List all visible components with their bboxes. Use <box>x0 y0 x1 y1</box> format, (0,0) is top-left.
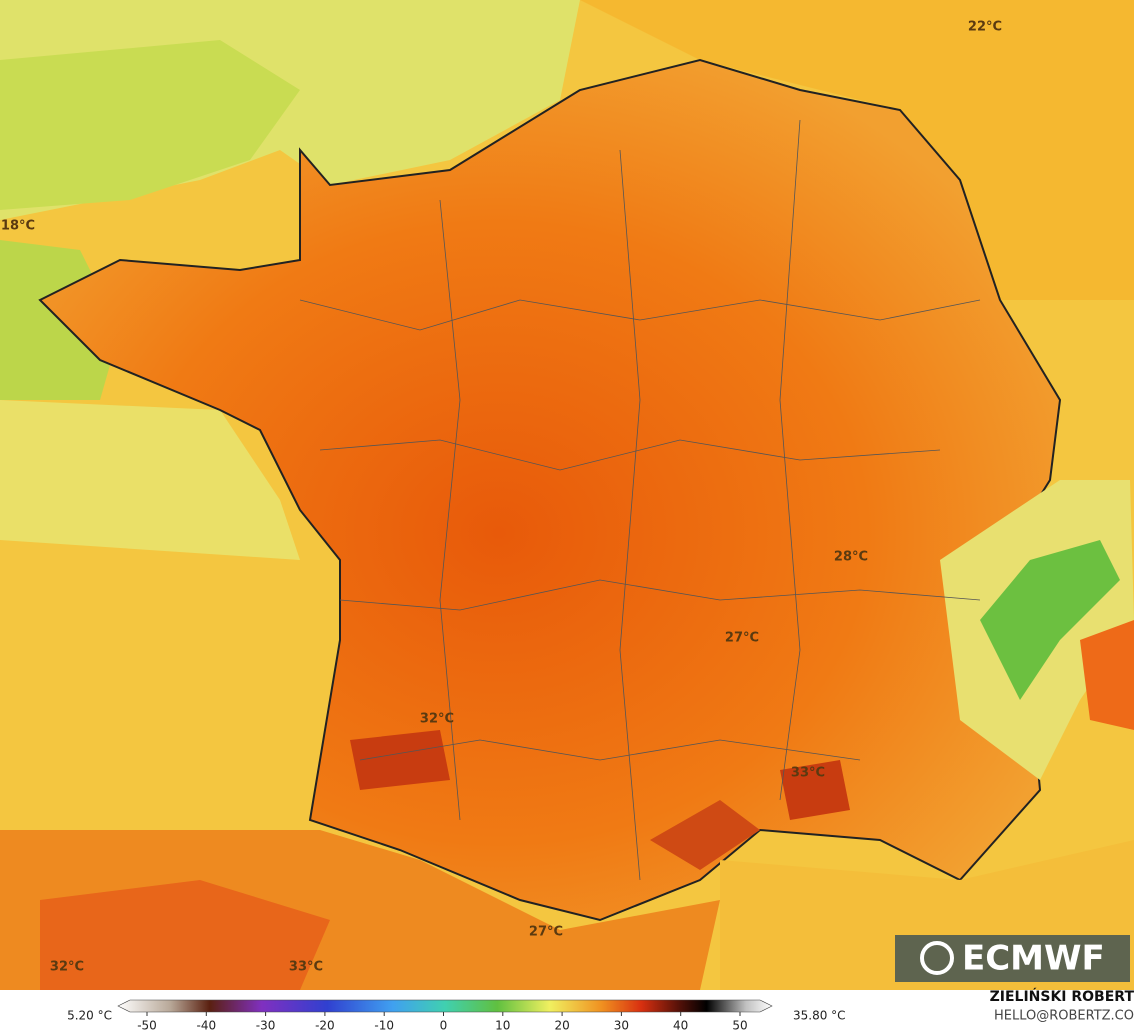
colorbar-tick-label: -50 <box>137 1019 157 1033</box>
temperature-label: 27°C <box>725 631 759 646</box>
colorbar-tick-label: 10 <box>495 1019 510 1033</box>
temperature-label: 18°C <box>1 219 35 234</box>
temperature-label: 28°C <box>834 550 868 565</box>
logo: ECMWF <box>962 939 1105 979</box>
temperature-label: 27°C <box>529 925 563 940</box>
colorbar-tick-label: 30 <box>614 1019 629 1033</box>
borders <box>299 119 981 881</box>
temperature-labels: 22°C 18°C 28°C 27°C 32°C 33°C 27°C 32°C 33°C <box>1 20 1002 975</box>
colorbar-tick-label: 40 <box>673 1019 688 1033</box>
temperature-label: 33°C <box>791 766 825 781</box>
credit-contact: HELLO@ROBERTZ.CO <box>994 1009 1134 1024</box>
temperature-label: 33°C <box>289 960 323 975</box>
colorbar-tick-label: -40 <box>196 1019 216 1033</box>
temperature-label: 32°C <box>50 960 84 975</box>
colorbar-min: 5.20 °C <box>67 1009 112 1023</box>
temperature-label: 22°C <box>968 20 1002 35</box>
credit-name: ZIELIŃSKI ROBERT <box>990 987 1134 1005</box>
colorbar-ticks: -50 -40 -30 -20 -10 0 10 20 30 40 50 <box>137 1012 748 1033</box>
temperature-label: 32°C <box>420 712 454 727</box>
colorbar-tick-label: 50 <box>732 1019 747 1033</box>
colorbar-tick-label: -30 <box>256 1019 276 1033</box>
map-field <box>0 0 1134 990</box>
colorbar-tick-label: 20 <box>554 1019 569 1033</box>
colorbar-max: 35.80 °C <box>793 1009 846 1023</box>
colorbar: 5.20 °C 35.80 °C -50 -40 -30 -20 -10 0 10 20 30 4… <box>67 999 846 1033</box>
logo-box: ECMWF <box>895 935 1130 982</box>
colorbar-tick-label: -20 <box>315 1019 335 1033</box>
colorbar-tick-label: 0 <box>440 1019 448 1033</box>
colorbar-tick-label: -10 <box>374 1019 394 1033</box>
